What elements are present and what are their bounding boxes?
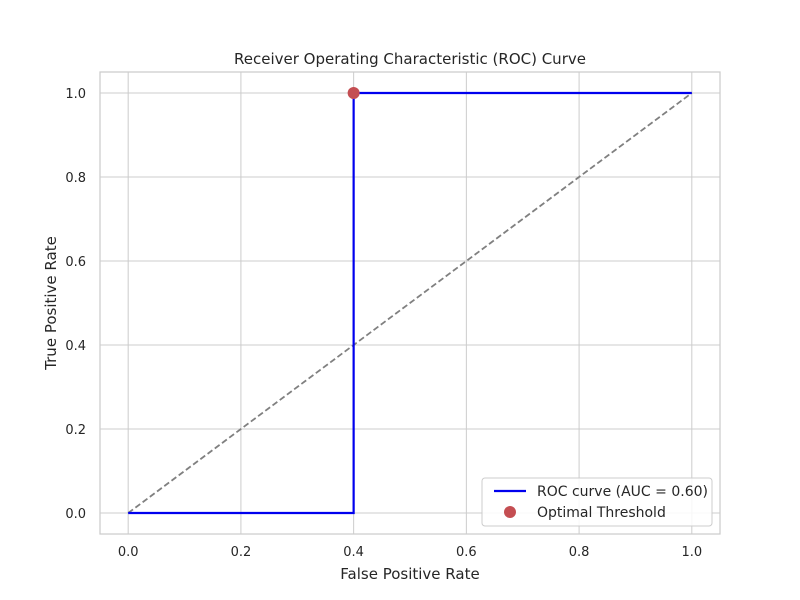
x-tick-label: 0.2 — [231, 545, 252, 560]
y-tick-label: 0.0 — [65, 507, 86, 522]
y-tick-label: 0.2 — [65, 423, 86, 438]
x-tick-label: 0.4 — [343, 545, 364, 560]
y-tick-label: 0.6 — [65, 255, 86, 270]
x-tick-label: 0.0 — [118, 545, 139, 560]
chance-diagonal-line — [127, 92, 693, 514]
x-tick-label: 1.0 — [681, 545, 702, 560]
chart-title: Receiver Operating Characteristic (ROC) … — [234, 50, 586, 68]
y-axis-label: True Positive Rate — [42, 236, 60, 371]
x-tick-labels: 0.0 0.2 0.4 0.6 0.8 1.0 — [118, 545, 702, 560]
y-tick-label: 0.8 — [65, 171, 86, 186]
y-tick-label: 1.0 — [65, 87, 86, 102]
plot-frame — [99, 71, 721, 535]
x-tick-label: 0.6 — [456, 545, 477, 560]
legend-label-roc-curve: ROC curve (AUC = 0.60) — [537, 484, 708, 500]
roc-curve-line — [128, 91, 692, 515]
x-axis-label: False Positive Rate — [340, 565, 479, 583]
legend: ROC curve (AUC = 0.60) Optimal Threshold — [481, 477, 713, 527]
legend-label-optimal-threshold: Optimal Threshold — [537, 505, 666, 521]
optimal-threshold-point — [347, 87, 360, 99]
y-tick-label: 0.4 — [65, 339, 86, 354]
legend-box — [481, 477, 713, 527]
y-tick-labels: 0.0 0.2 0.4 0.6 0.8 1.0 — [65, 87, 86, 522]
series-layer — [127, 87, 693, 515]
legend-swatch-optimal-threshold — [504, 506, 516, 518]
x-tick-label: 0.8 — [569, 545, 590, 560]
